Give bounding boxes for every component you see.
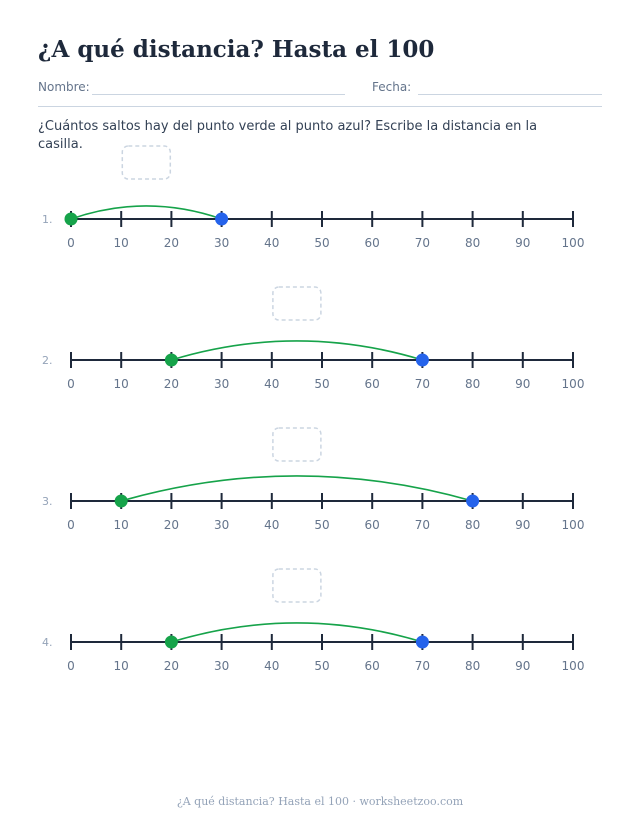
- tick-label: 30: [214, 659, 229, 673]
- tick-label: 70: [415, 377, 430, 391]
- tick-label: 90: [515, 518, 530, 532]
- tick-label: 70: [415, 518, 430, 532]
- answer-box[interactable]: [272, 286, 322, 321]
- instructions: ¿Cuántos saltos hay del punto verde al p…: [38, 119, 538, 152]
- tick-label: 20: [164, 377, 179, 391]
- end-point: [215, 212, 229, 226]
- tick-label: 80: [465, 518, 480, 532]
- tick-label: 90: [515, 236, 530, 250]
- end-point: [466, 494, 480, 508]
- tick-label: 50: [314, 659, 329, 673]
- tick-label: 40: [264, 659, 279, 673]
- tick-label: 20: [164, 236, 179, 250]
- problem-number: 1.: [42, 213, 53, 226]
- tick-label: 60: [365, 236, 380, 250]
- page-title: ¿A qué distancia? Hasta el 100: [38, 36, 435, 63]
- date-field[interactable]: [418, 94, 602, 95]
- tick-label: 50: [314, 236, 329, 250]
- tick-label: 60: [365, 659, 380, 673]
- tick-label: 60: [365, 518, 380, 532]
- tick-label: 100: [562, 518, 585, 532]
- tick-label: 50: [314, 377, 329, 391]
- tick-label: 40: [264, 377, 279, 391]
- tick-label: 0: [67, 377, 75, 391]
- tick-label: 90: [515, 659, 530, 673]
- start-point: [114, 494, 128, 508]
- tick-label: 70: [415, 236, 430, 250]
- tick-label: 40: [264, 518, 279, 532]
- start-point: [164, 635, 178, 649]
- tick-label: 0: [67, 659, 75, 673]
- end-point: [415, 635, 429, 649]
- start-point: [64, 212, 78, 226]
- name-field[interactable]: [92, 94, 345, 95]
- tick-label: 10: [114, 518, 129, 532]
- tick-label: 30: [214, 377, 229, 391]
- tick-label: 40: [264, 236, 279, 250]
- tick-label: 80: [465, 377, 480, 391]
- tick-label: 100: [562, 659, 585, 673]
- problem-number: 3.: [42, 495, 53, 508]
- tick-label: 100: [562, 377, 585, 391]
- tick-label: 50: [314, 518, 329, 532]
- tick-label: 60: [365, 377, 380, 391]
- answer-box[interactable]: [272, 427, 322, 462]
- start-point: [164, 353, 178, 367]
- problem-number: 2.: [42, 354, 53, 367]
- end-point: [415, 353, 429, 367]
- problem-number: 4.: [42, 636, 53, 649]
- jump-arc: [171, 340, 423, 361]
- tick-label: 10: [114, 377, 129, 391]
- tick-label: 0: [67, 518, 75, 532]
- tick-label: 10: [114, 659, 129, 673]
- tick-label: 80: [465, 659, 480, 673]
- answer-box[interactable]: [272, 568, 322, 603]
- date-label: Fecha:: [372, 80, 412, 94]
- footer: ¿A qué distancia? Hasta el 100 · workshe…: [176, 795, 464, 808]
- tick-label: 20: [164, 659, 179, 673]
- tick-label: 70: [415, 659, 430, 673]
- tick-label: 100: [562, 236, 585, 250]
- jump-arc: [171, 622, 423, 643]
- tick-label: 30: [214, 236, 229, 250]
- tick-label: 80: [465, 236, 480, 250]
- tick-label: 20: [164, 518, 179, 532]
- tick-label: 30: [214, 518, 229, 532]
- name-label: Nombre:: [38, 80, 90, 94]
- tick-label: 10: [114, 236, 129, 250]
- tick-label: 0: [67, 236, 75, 250]
- jump-arc: [70, 205, 222, 220]
- answer-box[interactable]: [121, 145, 172, 180]
- tick-label: 90: [515, 377, 530, 391]
- jump-arc: [120, 475, 473, 502]
- header-divider: [38, 106, 602, 107]
